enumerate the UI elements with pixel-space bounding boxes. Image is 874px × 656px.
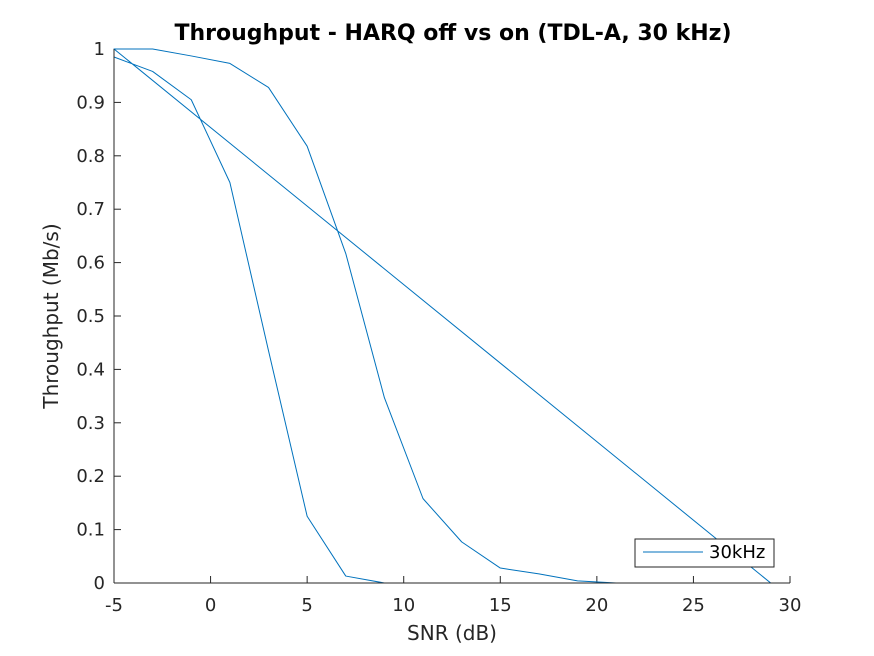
y-axis-label: Throughput (Mb/s) bbox=[39, 223, 63, 409]
plot-area bbox=[114, 49, 790, 583]
legend-box bbox=[634, 538, 775, 568]
y-tick-label: 1 bbox=[94, 39, 105, 60]
x-tick-label: -5 bbox=[105, 595, 123, 616]
y-tick-label: 0.7 bbox=[76, 199, 105, 220]
x-tick-label: 0 bbox=[205, 595, 216, 616]
y-tick-label: 0 bbox=[94, 573, 105, 594]
x-tick-label: 25 bbox=[682, 595, 705, 616]
x-tick-labels: -5 0 5 10 15 20 25 30 bbox=[105, 595, 801, 616]
y-tick-label: 0.8 bbox=[76, 146, 105, 167]
x-axis-label: SNR (dB) bbox=[407, 621, 497, 645]
x-tick-label: 10 bbox=[392, 595, 415, 616]
x-tick-label: 15 bbox=[489, 595, 512, 616]
chart-title: Throughput - HARQ off vs on (TDL-A, 30 k… bbox=[174, 21, 731, 46]
y-tick-label: 0.6 bbox=[76, 253, 105, 274]
x-tick-label: 30 bbox=[779, 595, 802, 616]
legend-entry-label: 30kHz bbox=[709, 542, 765, 563]
legend: 30kHz bbox=[634, 538, 775, 568]
y-tick-label: 0.1 bbox=[76, 520, 105, 541]
y-tick-labels: 0 0.1 0.2 0.3 0.4 0.5 0.6 0.7 0.8 0.9 1 bbox=[76, 39, 105, 594]
y-tick-label: 0.9 bbox=[76, 92, 105, 113]
x-tick-label: 20 bbox=[585, 595, 608, 616]
y-tick-label: 0.3 bbox=[76, 413, 105, 434]
x-tick-label: 5 bbox=[301, 595, 312, 616]
y-tick-label: 0.4 bbox=[76, 359, 105, 380]
series-layer bbox=[113, 48, 772, 584]
series-line bbox=[113, 48, 772, 584]
y-tick-label: 0.5 bbox=[76, 306, 105, 327]
y-tick-label: 0.2 bbox=[76, 466, 105, 487]
